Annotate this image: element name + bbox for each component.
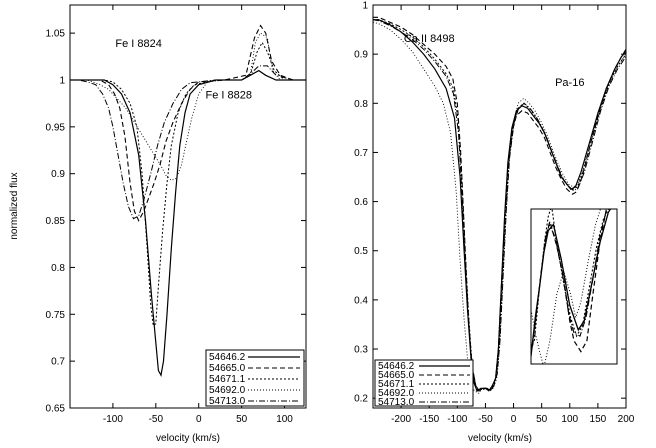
right-inset-series-line-54692.0	[531, 209, 602, 364]
left-y-tick-label: 0.65	[46, 404, 66, 415]
left-legend-label-1: 54665.0	[209, 363, 246, 374]
left-legend-label-0: 54646.2	[209, 352, 246, 363]
right-inset	[530, 208, 618, 365]
left-y-tick-label: 0.75	[46, 310, 66, 321]
right-y-tick-label: 0.4	[354, 295, 368, 306]
left-y-tick-label: 0.7	[51, 357, 65, 368]
left-annotation-fe-8828: Fe I 8828	[206, 90, 252, 102]
left-legend-label-3: 54692.0	[209, 385, 246, 396]
left-y-tick-label: 0.85	[46, 216, 66, 227]
left-y-tick-label: 1	[59, 75, 65, 86]
right-annotation-ca-8498: Ca II 8498	[404, 33, 455, 45]
right-plot-frame	[372, 4, 627, 409]
right-y-tick-label: 0.7	[354, 148, 368, 159]
right-x-tick-label: 100	[561, 414, 578, 425]
left-legend-label-4: 54713.0	[209, 396, 246, 407]
left-x-tick-label: 0	[196, 414, 202, 425]
right-x-tick-label: -100	[447, 414, 467, 425]
right-y-tick-label: 0.8	[354, 99, 368, 110]
right-legend-box	[374, 359, 474, 407]
left-series-line-54713.0	[70, 65, 306, 220]
right-legend-label-2: 54671.1	[378, 379, 415, 390]
right-x-tick-label: 50	[536, 414, 548, 425]
right-annotation-pa-16: Pa-16	[555, 77, 584, 89]
left-x-tick-label: -100	[103, 414, 123, 425]
right-y-tick-label: 0.5	[354, 246, 368, 257]
left-y-tick-label: 1.05	[46, 29, 66, 40]
left-x-tick-label: 100	[276, 414, 293, 425]
left-annotation-fe-8824: Fe I 8824	[115, 38, 161, 50]
right-x-axis-label: velocity (km/s)	[468, 433, 532, 444]
right-legend-label-3: 54692.0	[378, 388, 415, 399]
right-legend-label-1: 54665.0	[378, 370, 415, 381]
right-x-tick-label: -200	[391, 414, 411, 425]
right-y-tick-label: 0.3	[354, 345, 368, 356]
right-y-tick-label: 0.9	[354, 50, 368, 61]
left-series-line-54665.0	[70, 24, 306, 222]
left-x-tick-label: 50	[236, 414, 248, 425]
right-x-tick-label: 150	[590, 414, 607, 425]
right-y-tick-label: 1	[362, 1, 368, 12]
right-legend: 54646.2 54665.0 54671.1 54692.0 54713.0	[374, 359, 474, 408]
right-plot-content: -200 -150 -100 -50 0 50 100 150 200 0.2 0.3 0.4 0.5 0…	[354, 1, 635, 426]
right-inset-series-line-54665.0	[532, 209, 608, 353]
left-y-tick-label: 0.9	[51, 169, 65, 180]
left-series-group	[70, 24, 306, 377]
left-x-tick-label: -50	[149, 414, 164, 425]
right-series-line-54713.0	[373, 19, 626, 392]
right-x-tick-label: -150	[419, 414, 439, 425]
left-y-tick-label: 0.8	[51, 263, 65, 274]
left-legend: 54646.2 54665.0 54671.1 54692.0 54713.0	[205, 349, 305, 407]
left-series-line-54646.2	[70, 69, 306, 377]
right-y-tick-label: 0.6	[354, 197, 368, 208]
right-x-tick-label: -50	[478, 414, 493, 425]
left-plot-content: -100 -50 0 50 100 0.65 0.7 0.75 0.8 0.85 0.9 0.95 1 1…	[46, 5, 306, 425]
left-y-tick-label: 0.95	[46, 122, 66, 133]
left-legend-label-2: 54671.1	[209, 374, 246, 385]
right-inset-box	[530, 208, 618, 365]
right-x-tick-label: 200	[618, 414, 635, 425]
right-inset-series-group	[531, 209, 612, 364]
left-plot-frame	[69, 4, 307, 409]
left-y-axis-label: normalized flux	[9, 172, 20, 239]
right-series-line-54671.1	[373, 19, 626, 392]
right-inset-series-line-54713.0	[531, 209, 608, 349]
left-x-axis-label: velocity (km/s)	[156, 433, 220, 444]
left-series-line-54692.0	[70, 32, 306, 181]
right-legend-label-4: 54713.0	[378, 397, 415, 408]
right-x-tick-label: 0	[511, 414, 517, 425]
right-y-tick-label: 0.2	[354, 394, 368, 405]
right-series-group	[373, 16, 626, 394]
left-legend-box	[205, 349, 305, 407]
right-series-line-54665.0	[373, 16, 626, 392]
right-legend-label-0: 54646.2	[378, 361, 415, 372]
